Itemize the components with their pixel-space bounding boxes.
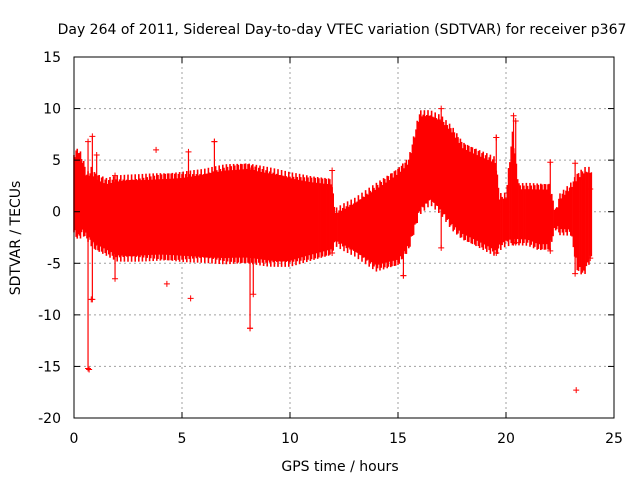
outlier-point <box>400 272 407 279</box>
data-point <box>493 249 500 256</box>
x-tick-label: 20 <box>497 431 515 447</box>
x-tick-label: 0 <box>70 431 79 447</box>
y-tick-label: -20 <box>38 411 61 427</box>
x-axis-label: GPS time / hours <box>281 459 398 475</box>
chart-title: Day 264 of 2011, Sidereal Day-to-day VTE… <box>58 22 627 38</box>
data-point <box>329 249 336 256</box>
data-point <box>185 148 192 155</box>
data-point <box>512 117 519 124</box>
y-tick-label: 5 <box>52 153 61 169</box>
data-point <box>329 167 336 174</box>
outlier-point <box>573 387 580 394</box>
data-point <box>250 167 257 174</box>
x-tick-label: 25 <box>605 431 623 447</box>
data-point <box>512 239 519 246</box>
outlier-point <box>187 295 194 302</box>
y-tick-label: 15 <box>43 50 61 66</box>
x-tick-label: 5 <box>178 431 187 447</box>
y-tick-label: -10 <box>38 308 61 324</box>
y-tick-label: -15 <box>38 359 61 375</box>
x-tick-label: 15 <box>389 431 407 447</box>
outlier-point <box>247 325 254 332</box>
data-point <box>250 291 257 298</box>
axis-tick-labels: 0 5 10 15 20 25 -20 -15 -10 -5 0 5 10 15 <box>38 50 623 447</box>
data-point <box>211 249 218 256</box>
data-point <box>85 365 92 372</box>
data-point <box>185 249 192 256</box>
y-tick-label: -5 <box>47 256 61 272</box>
outlier-point <box>153 146 160 153</box>
data-point <box>93 239 100 246</box>
outlier-point <box>493 134 500 141</box>
data-point <box>547 247 554 254</box>
data-point <box>510 112 517 119</box>
data-point <box>89 133 96 140</box>
data-point <box>112 275 119 282</box>
data-point <box>587 255 594 262</box>
y-axis-label: SDTVAR / TECUs <box>8 181 24 296</box>
data-point <box>587 186 594 193</box>
x-tick-label: 10 <box>281 431 299 447</box>
data-point <box>547 159 554 166</box>
outlier-point <box>211 138 218 145</box>
data-point <box>93 151 100 158</box>
plot-frame <box>73 56 615 419</box>
outlier-point <box>86 366 93 373</box>
outlier-point <box>88 296 95 303</box>
data-point <box>112 172 119 179</box>
data-point <box>85 138 92 145</box>
y-tick-label: 0 <box>52 205 61 221</box>
data-point <box>438 105 445 112</box>
data-point <box>572 160 579 167</box>
data-point <box>572 270 579 277</box>
y-tick-label: 10 <box>43 102 61 118</box>
axis-ticks <box>73 56 615 419</box>
data-layer <box>73 105 594 394</box>
grid <box>74 57 614 418</box>
data-point <box>400 172 407 179</box>
data-point <box>438 244 445 251</box>
outlier-point <box>163 280 170 287</box>
